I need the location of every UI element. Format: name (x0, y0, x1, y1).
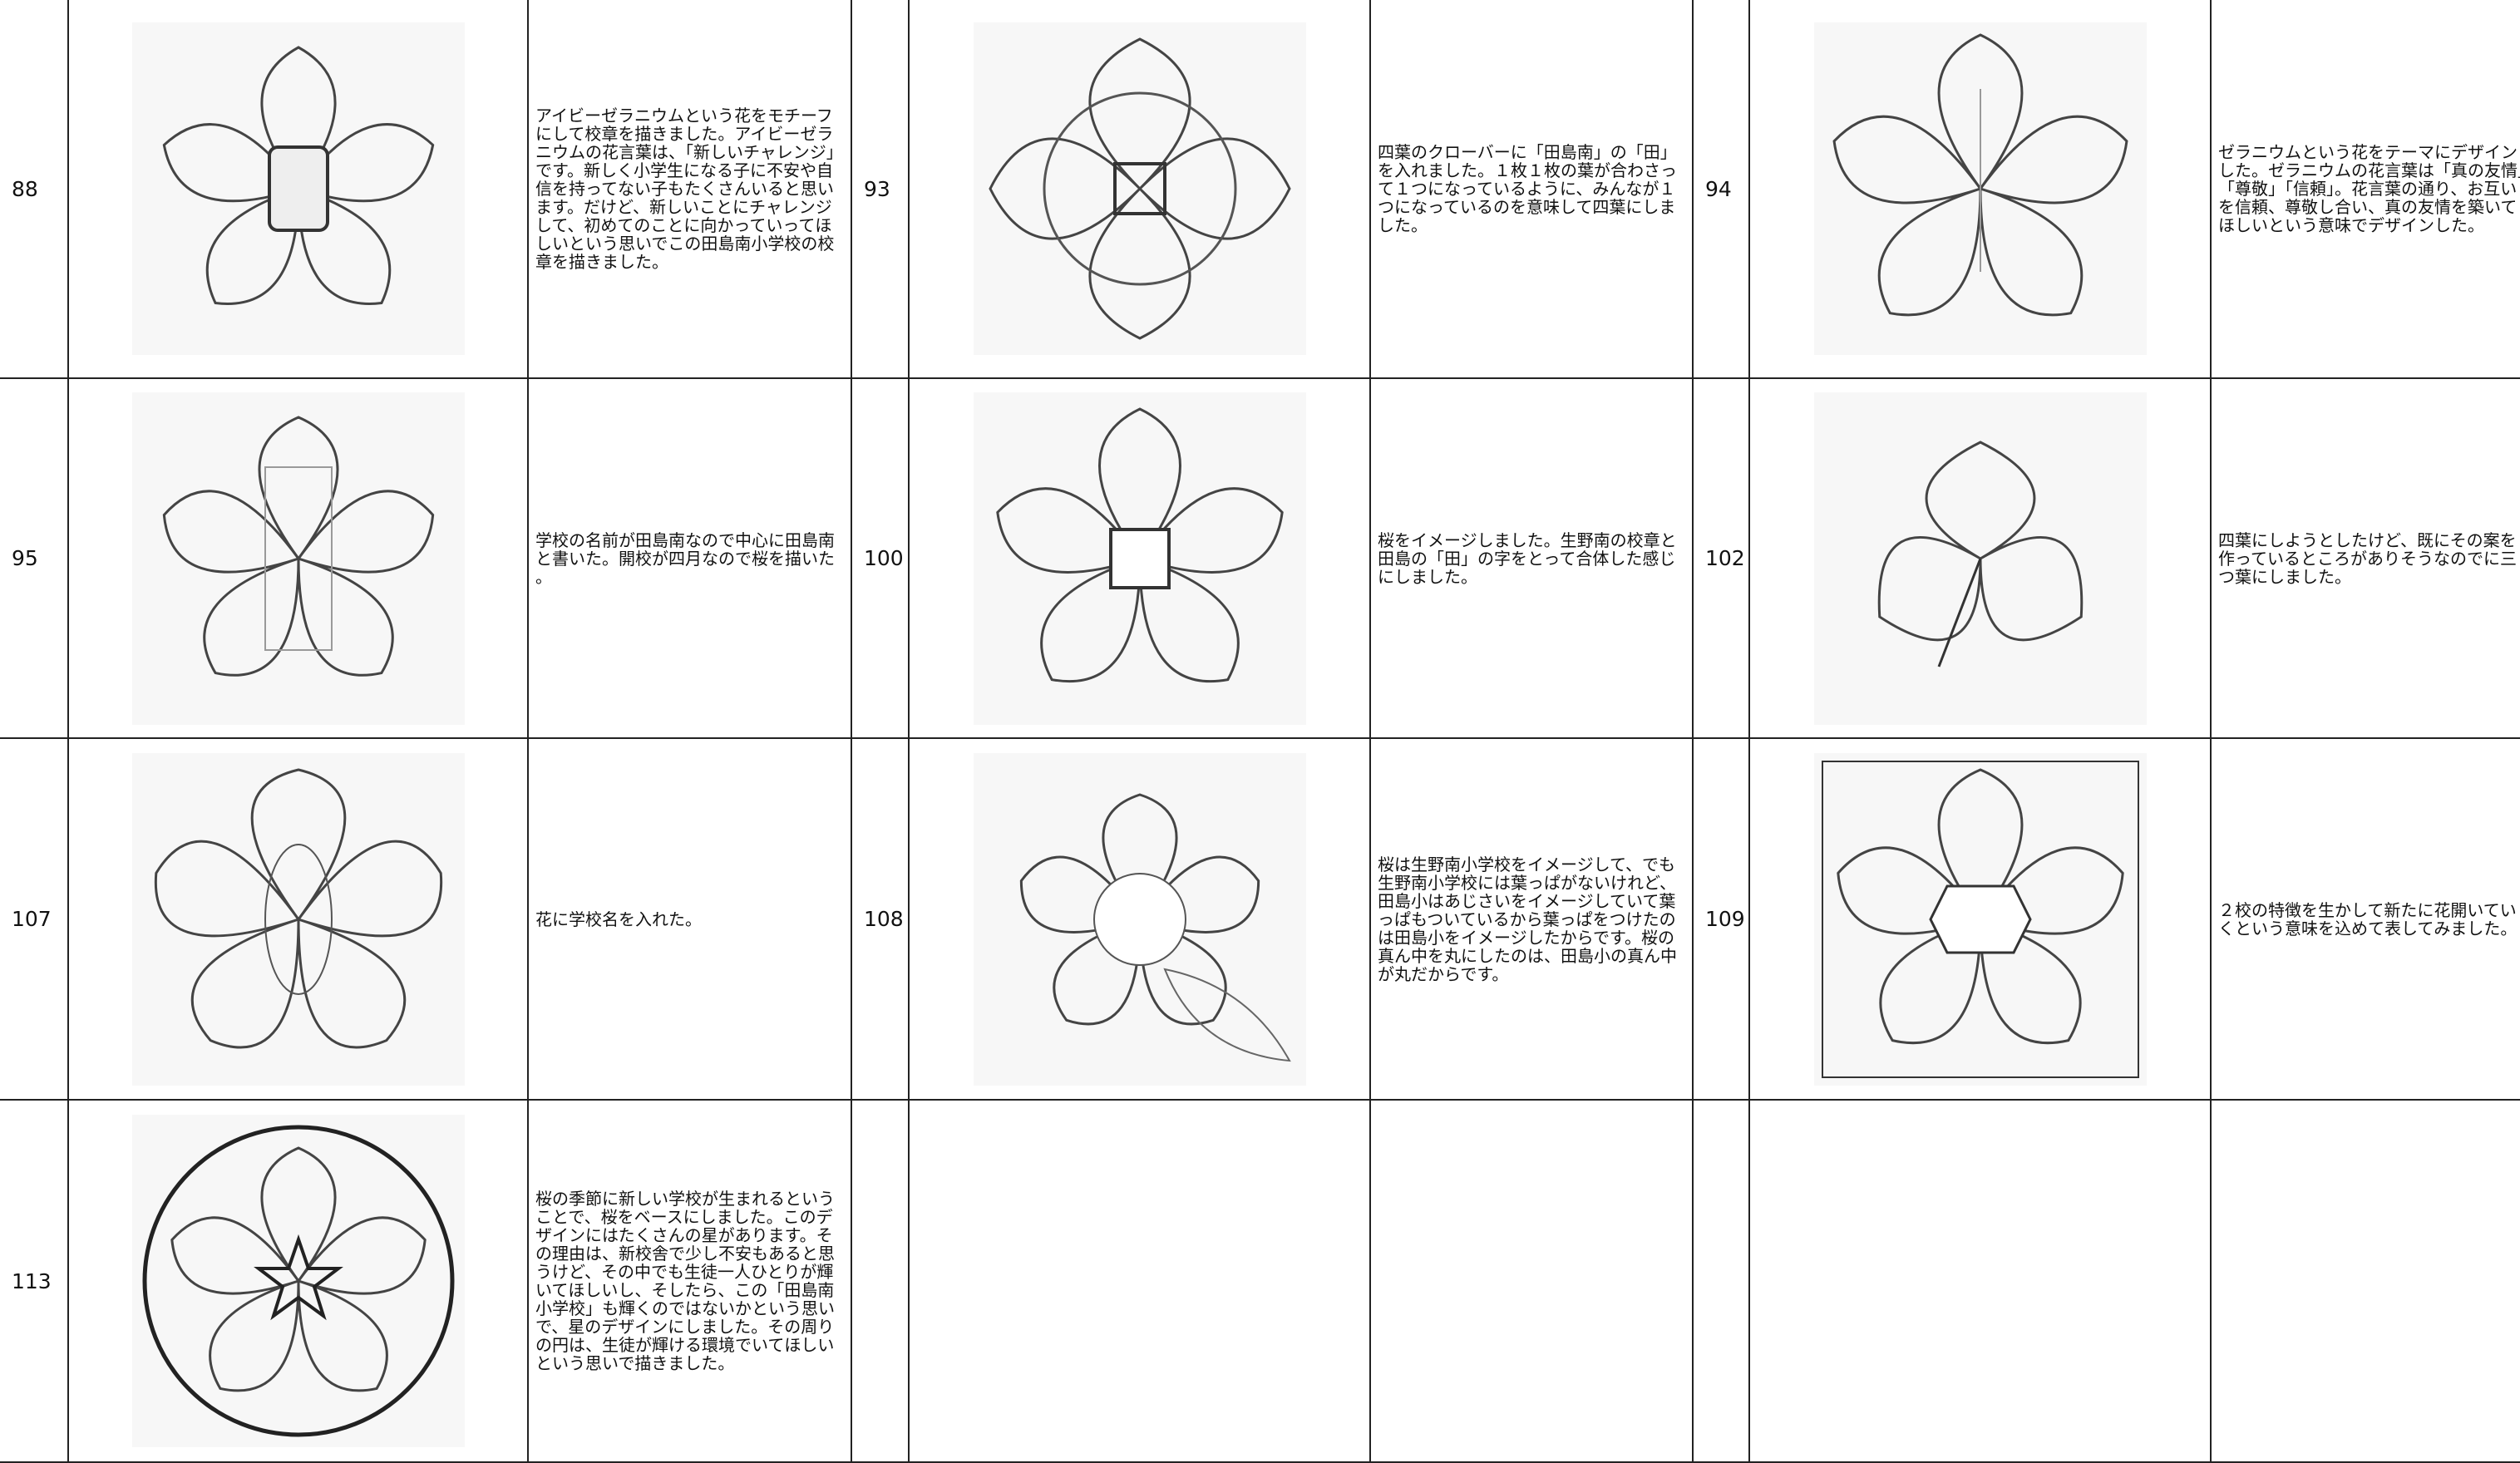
description: 四葉のクローバーに「田島南」の「田」を入れました。１枚１枚の葉が合わさって１つに… (1378, 142, 1677, 235)
text-cell (2212, 1101, 2520, 1463)
text-cell: 桜の季節に新しい学校が生まれるということで、桜をベースにしました。このデザインに… (529, 1101, 852, 1463)
image-cell (1750, 1101, 2212, 1463)
description: ２校の特徴を生かして新たに花開いていくという意味を込めて表してみました。 (2218, 899, 2518, 938)
number-cell (852, 1101, 910, 1463)
drawing (1813, 22, 2147, 355)
image-cell (69, 1101, 529, 1463)
text-cell: 桜は生野南小学校をイメージして、でも生野南小学校には葉っぱがないけれど、田島小は… (1371, 739, 1694, 1101)
description: アイビーゼラニウムという花をモチーフにして校章を描きました。アイビーゼラニウムの… (535, 106, 843, 272)
image-cell (69, 0, 529, 379)
text-cell: アイビーゼラニウムという花をモチーフにして校章を描きました。アイビーゼラニウムの… (529, 0, 852, 379)
image-cell (910, 0, 1371, 379)
text-cell: ２校の特徴を生かして新たに花開いていくという意味を込めて表してみました。 (2212, 739, 2520, 1101)
number-cell: 108 (852, 739, 910, 1101)
image-cell (1750, 0, 2212, 379)
drawing (973, 752, 1306, 1086)
description: 花に学校名を入れた。 (535, 909, 702, 929)
image-cell (910, 739, 1371, 1101)
image-cell (1750, 739, 2212, 1101)
text-cell: 花に学校名を入れた。 (529, 739, 852, 1101)
description: ゼラニウムという花をテーマにデザインした。ゼラニウムの花言葉は「真の友情」「尊敬… (2218, 142, 2520, 235)
text-cell: 四葉のクローバーに「田島南」の「田」を入れました。１枚１枚の葉が合わさって１つに… (1371, 0, 1694, 379)
image-cell (1750, 379, 2212, 739)
number-cell (1694, 1101, 1750, 1463)
drawing (131, 1115, 465, 1447)
drawing (131, 752, 465, 1086)
number-cell: 88 (0, 0, 69, 379)
image-cell (69, 739, 529, 1101)
number-cell: 102 (1694, 379, 1750, 739)
number-cell: 95 (0, 379, 69, 739)
number-cell: 93 (852, 0, 910, 379)
text-cell: ゼラニウムという花をテーマにデザインした。ゼラニウムの花言葉は「真の友情」「尊敬… (2212, 0, 2520, 379)
drawing (973, 22, 1306, 355)
description: 四葉にしようとしたけど、既にその案を作っているところがありそうなのでに三つ葉にし… (2218, 530, 2517, 587)
text-cell (1371, 1101, 1694, 1463)
text-cell: 四葉にしようとしたけど、既にその案を作っているところがありそうなのでに三つ葉にし… (2212, 379, 2520, 739)
text-cell: 学校の名前が田島南なので中心に田島南と書いた。開校が四月なので桜を描いた。 (529, 379, 852, 739)
number-cell: 113 (0, 1101, 69, 1463)
number-cell: 100 (852, 379, 910, 739)
number-cell: 107 (0, 739, 69, 1101)
image-cell (910, 1101, 1371, 1463)
image-cell (910, 379, 1371, 739)
description: 学校の名前が田島南なので中心に田島南と書いた。開校が四月なので桜を描いた。 (535, 530, 835, 587)
drawing (131, 22, 465, 355)
drawing (1813, 392, 2147, 725)
number-cell: 94 (1694, 0, 1750, 379)
image-cell (69, 379, 529, 739)
description: 桜の季節に新しい学校が生まれるということで、桜をベースにしました。このデザインに… (535, 1189, 835, 1373)
text-cell: 桜をイメージしました。生野南の校章と田島の「田」の字をとって合体した感じにしまし… (1371, 379, 1694, 739)
drawing (131, 392, 465, 725)
description: 桜は生野南小学校をイメージして、でも生野南小学校には葉っぱがないけれど、田島小は… (1378, 854, 1677, 984)
number-cell: 109 (1694, 739, 1750, 1101)
drawing (973, 392, 1306, 725)
drawing (1813, 752, 2147, 1086)
description: 桜をイメージしました。生野南の校章と田島の「田」の字をとって合体した感じにしまし… (1378, 530, 1677, 587)
